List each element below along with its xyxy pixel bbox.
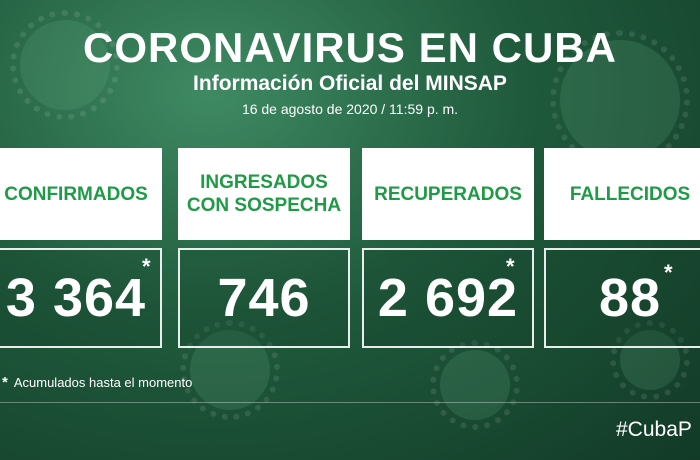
page-subtitle: Información Oficial del MINSAP [193,72,507,95]
report-date: 16 de agosto de 2020 / 11:59 p. m. [241,101,459,117]
card-label: FALLECIDOS [569,183,691,205]
card-label-box: FALLECIDOS [544,148,700,240]
card-confirmados: CONFIRMADOS 3 364 * [0,148,162,348]
card-value: 3 364 [5,268,147,328]
card-value-box: 88 [544,248,700,348]
hashtag: #CubaP [616,418,692,441]
card-asterisk: * [664,260,673,285]
card-label-box: CONFIRMADOS [0,148,162,240]
card-ingresados: INGRESADOS CON SOSPECHA 746 [178,148,350,348]
card-label: RECUPERADOS [374,183,522,205]
background-virus-icon [430,340,520,430]
page-title: CORONAVIRUS EN CUBA [83,24,617,71]
card-fallecidos: FALLECIDOS 88 * [544,148,700,348]
card-value-box: 3 364 [0,248,162,348]
card-asterisk: * [142,254,151,279]
background-virus-icon [610,320,690,400]
footer-divider [0,402,700,403]
card-label-box: RECUPERADOS [362,148,534,240]
background-virus-icon [550,30,690,170]
card-value: 2 692 [377,268,519,328]
card-value: 88 [598,268,662,328]
footnote-mark: * [2,374,8,391]
card-value: 746 [217,268,311,328]
card-label-box: INGRESADOS CON SOSPECHA [178,148,350,240]
background-virus-icon [180,320,280,420]
card-asterisk: * [506,254,515,279]
background-virus-icon [10,10,120,120]
card-recuperados: RECUPERADOS 2 692 * [362,148,534,348]
card-value-box: 746 [178,248,350,348]
footnote: * Acumulados hasta el momento [2,374,192,391]
card-value-box: 2 692 [362,248,534,348]
card-label: CONFIRMADOS [4,183,148,205]
card-label: INGRESADOS CON SOSPECHA [186,172,342,216]
footnote-text: Acumulados hasta el momento [13,375,193,390]
